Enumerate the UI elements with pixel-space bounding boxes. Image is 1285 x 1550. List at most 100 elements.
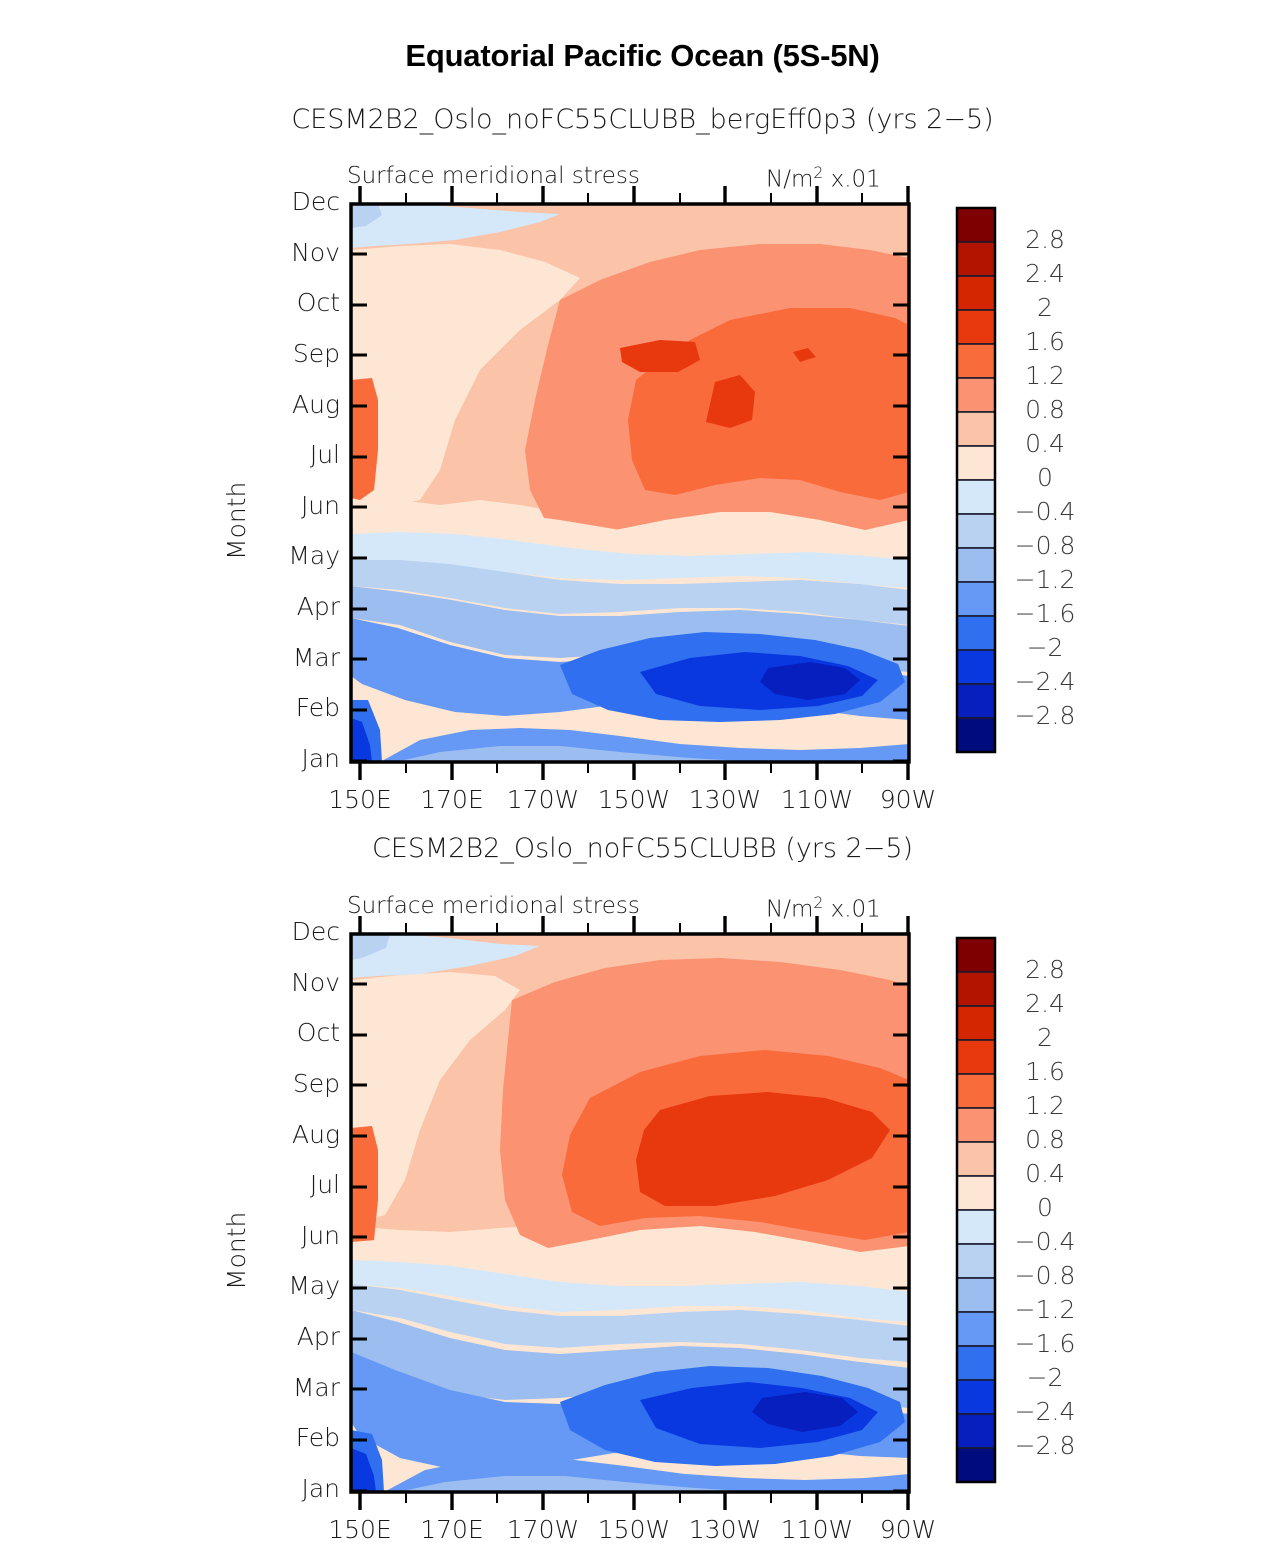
colorbar-tick-label: 2 bbox=[1037, 1023, 1053, 1052]
y-tick-label: Oct bbox=[296, 1018, 340, 1048]
colorbar-tick-label: −0.4 bbox=[1014, 497, 1076, 526]
colorbar-tick-label: −2.4 bbox=[1014, 667, 1076, 696]
colorbar-tick-label: −1.6 bbox=[1014, 599, 1076, 628]
panel-1-frame bbox=[349, 202, 911, 764]
x-tick-label: 170W bbox=[506, 785, 580, 814]
panel-2-variable-label: Surface meridional stress bbox=[347, 893, 640, 919]
colorbar-swatch[interactable] bbox=[956, 717, 996, 753]
colorbar-swatch[interactable] bbox=[956, 377, 996, 413]
y-tick-label: Jun bbox=[300, 1220, 340, 1250]
colorbar-swatch[interactable] bbox=[956, 1209, 996, 1245]
colorbar-tick-label: 2.8 bbox=[1025, 225, 1065, 254]
y-tick-label: Apr bbox=[296, 1322, 340, 1352]
y-tick-label: Feb bbox=[295, 1423, 340, 1453]
colorbar-swatch[interactable] bbox=[956, 479, 996, 515]
colorbar-swatch[interactable] bbox=[956, 649, 996, 685]
panel-2-x-major-ticks bbox=[358, 916, 910, 1510]
panel-2-colorbar[interactable] bbox=[955, 936, 997, 1484]
y-tick-label: Jul bbox=[309, 1170, 340, 1200]
colorbar-tick-label: −1.2 bbox=[1014, 1295, 1076, 1324]
x-tick-label: 150E bbox=[328, 785, 392, 814]
colorbar-swatch[interactable] bbox=[956, 343, 996, 379]
colorbar-tick-label: −2.4 bbox=[1014, 1397, 1076, 1426]
unit-prefix: N/m bbox=[766, 166, 814, 193]
colorbar-swatch[interactable] bbox=[956, 207, 996, 243]
colorbar-tick-label: 1.6 bbox=[1025, 1057, 1065, 1086]
x-tick-label: 90W bbox=[879, 1515, 937, 1544]
unit-exponent: 2 bbox=[813, 163, 824, 182]
colorbar-swatch[interactable] bbox=[956, 309, 996, 345]
panel-2-subtitle: CESM2B2_Oslo_noFC55CLUBB (yrs 2−5) bbox=[371, 833, 914, 864]
colorbar-swatch[interactable] bbox=[956, 547, 996, 583]
colorbar-swatch[interactable] bbox=[956, 683, 996, 719]
panel-1-x-minor-ticks bbox=[405, 193, 863, 773]
colorbar-tick-label: 1.2 bbox=[1025, 361, 1065, 390]
y-tick-label: May bbox=[288, 541, 340, 571]
colorbar-swatch[interactable] bbox=[956, 1243, 996, 1279]
y-tick-label: Nov bbox=[291, 967, 340, 997]
colorbar-swatch[interactable] bbox=[956, 1447, 996, 1483]
colorbar-tick-label: 2.8 bbox=[1025, 955, 1065, 984]
y-tick-label: Jul bbox=[309, 440, 340, 470]
colorbar-tick-label: 0.8 bbox=[1025, 1125, 1065, 1154]
colorbar-swatch[interactable] bbox=[956, 275, 996, 311]
colorbar-swatch[interactable] bbox=[956, 615, 996, 651]
x-tick-label: 110W bbox=[780, 1515, 854, 1544]
colorbar-swatch[interactable] bbox=[956, 1345, 996, 1381]
panel-2-unit-label: N/m2 x.01 bbox=[766, 893, 881, 923]
colorbar-swatch[interactable] bbox=[956, 445, 996, 481]
colorbar-swatch[interactable] bbox=[956, 1311, 996, 1347]
colorbar-swatch[interactable] bbox=[956, 241, 996, 277]
x-tick-label: 130W bbox=[688, 785, 762, 814]
panel-1-subtitle: CESM2B2_Oslo_noFC55CLUBB_bergEff0p3 (yrs… bbox=[291, 104, 994, 135]
colorbar-swatch[interactable] bbox=[956, 1379, 996, 1415]
colorbar-swatch[interactable] bbox=[956, 411, 996, 447]
colorbar-swatch[interactable] bbox=[956, 581, 996, 617]
colorbar-tick-label: −0.4 bbox=[1014, 1227, 1076, 1256]
colorbar-swatch[interactable] bbox=[956, 1005, 996, 1041]
colorbar-tick-label: −1.6 bbox=[1014, 1329, 1076, 1358]
y-tick-label: Aug bbox=[292, 1119, 340, 1149]
unit-exponent: 2 bbox=[813, 893, 824, 912]
y-tick-label: Dec bbox=[291, 917, 340, 946]
colorbar-tick-label: 1.2 bbox=[1025, 1091, 1065, 1120]
y-tick-label: Feb bbox=[295, 693, 340, 723]
x-tick-label: 150W bbox=[597, 785, 671, 814]
y-tick-label: Dec bbox=[291, 187, 340, 216]
colorbar-swatch[interactable] bbox=[956, 937, 996, 973]
figure-title: Equatorial Pacific Ocean (5S-5N) bbox=[405, 38, 880, 73]
x-tick-label: 150E bbox=[328, 1515, 392, 1544]
colorbar-tick-label: 0 bbox=[1037, 1193, 1053, 1222]
unit-suffix: x.01 bbox=[823, 896, 881, 923]
panel-1-contour-field bbox=[351, 204, 909, 762]
colorbar-tick-label: 1.6 bbox=[1025, 327, 1065, 356]
unit-suffix: x.01 bbox=[823, 166, 881, 193]
colorbar-tick-label: −0.8 bbox=[1014, 1261, 1076, 1290]
y-tick-label: Mar bbox=[292, 1372, 340, 1402]
colorbar-swatch[interactable] bbox=[956, 1039, 996, 1075]
colorbar-swatch[interactable] bbox=[956, 1107, 996, 1143]
y-tick-label: Aug bbox=[292, 389, 340, 419]
colorbar-tick-label: −2.8 bbox=[1014, 701, 1076, 730]
colorbar-tick-label: 2.4 bbox=[1025, 989, 1065, 1018]
y-tick-label: Nov bbox=[291, 237, 340, 267]
panel-1-unit-label: N/m2 x.01 bbox=[766, 163, 881, 193]
colorbar-swatch[interactable] bbox=[956, 513, 996, 549]
y-tick-label: Sep bbox=[292, 338, 340, 368]
panel-1-colorbar[interactable] bbox=[955, 206, 997, 754]
colorbar-swatch[interactable] bbox=[956, 1073, 996, 1109]
colorbar-swatch[interactable] bbox=[956, 1277, 996, 1313]
panel-1-variable-label: Surface meridional stress bbox=[347, 163, 640, 189]
colorbar-swatch[interactable] bbox=[956, 971, 996, 1007]
colorbar-swatch[interactable] bbox=[956, 1413, 996, 1449]
colorbar-swatch[interactable] bbox=[956, 1175, 996, 1211]
x-tick-label: 170E bbox=[420, 1515, 484, 1544]
y-tick-label: Sep bbox=[292, 1068, 340, 1098]
colorbar-swatch[interactable] bbox=[956, 1141, 996, 1177]
y-tick-label: Apr bbox=[296, 592, 340, 622]
panel-2-contour-field bbox=[351, 934, 909, 1492]
y-tick-label: May bbox=[288, 1271, 340, 1301]
colorbar-tick-label: 0.4 bbox=[1025, 429, 1065, 458]
colorbar-tick-label: −2 bbox=[1026, 1363, 1064, 1392]
